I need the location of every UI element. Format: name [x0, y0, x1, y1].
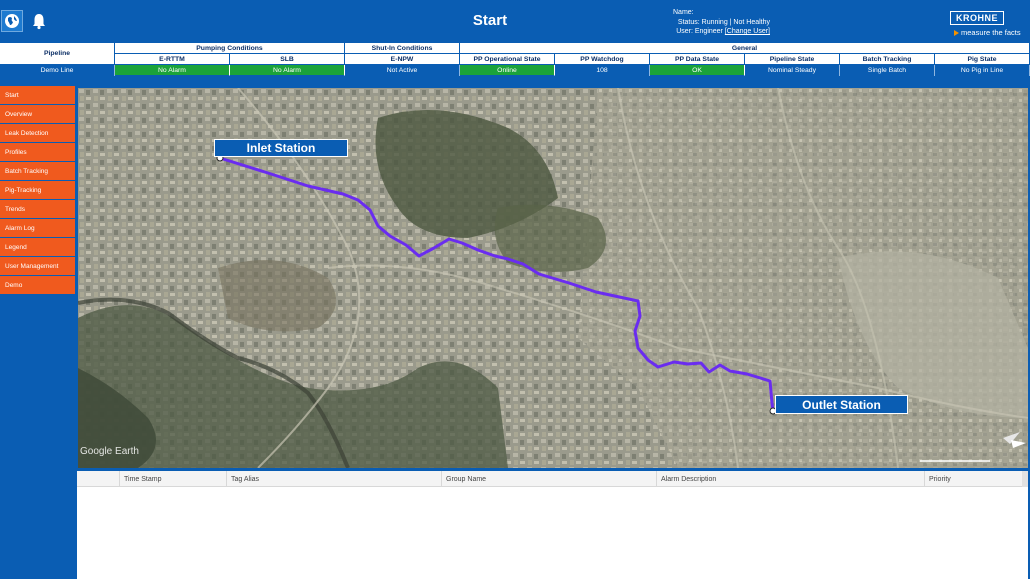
- nav-alarm-log[interactable]: Alarm Log: [0, 219, 75, 237]
- group-general: General: [460, 43, 1030, 54]
- col-group-name[interactable]: Group Name: [441, 471, 656, 487]
- pipeline-value: Demo Line: [0, 65, 115, 76]
- value-pp-data-state: OK: [650, 65, 745, 76]
- globe-icon[interactable]: [1, 10, 23, 32]
- nav-demo[interactable]: Demo: [0, 276, 75, 294]
- col-pp-data-state: PP Data State: [650, 54, 745, 65]
- status-user: User: Engineer: [676, 28, 723, 35]
- col-pp-operational-state: PP Operational State: [460, 54, 555, 65]
- pipeline-route: [218, 156, 775, 413]
- col-tag-alias[interactable]: Tag Alias: [226, 471, 441, 487]
- nav-legend[interactable]: Legend: [0, 238, 75, 256]
- status-grid: Pipeline Pumping Conditions Shut-In Cond…: [0, 43, 1030, 76]
- status-panel: Name: Status: Running | Not Healthy User…: [640, 8, 770, 37]
- bell-icon[interactable]: [28, 10, 50, 32]
- page-title: Start: [472, 12, 508, 29]
- alarm-table: Time Stamp Tag Alias Group Name Alarm De…: [77, 471, 1028, 579]
- col-enpw: E-NPW: [345, 54, 460, 65]
- header-bar: Start Name: Status: Running | Not Health…: [0, 0, 1030, 43]
- value-pp-watchdog: 108: [555, 65, 650, 76]
- krohne-logo: KROHNE: [950, 11, 1004, 25]
- outlet-station-label: Outlet Station: [775, 395, 908, 414]
- status-name: Name:: [673, 9, 694, 16]
- satellite-map[interactable]: Inlet Station Outlet Station Google Eart…: [78, 88, 1028, 468]
- value-batch-tracking: Single Batch: [840, 65, 935, 76]
- tagline-text: measure the facts: [961, 28, 1021, 37]
- table-scrollbar[interactable]: [1022, 471, 1028, 487]
- value-pp-operational-state: Online: [460, 65, 555, 76]
- pipeline-header: Pipeline: [0, 43, 115, 65]
- col-priority[interactable]: Priority: [924, 471, 1022, 487]
- sidebar-nav: Start Overview Leak Detection Profiles B…: [0, 86, 75, 295]
- group-pumping: Pumping Conditions: [115, 43, 345, 54]
- alarm-table-header: Time Stamp Tag Alias Group Name Alarm De…: [77, 471, 1028, 487]
- group-shutin: Shut-In Conditions: [345, 43, 460, 54]
- status-user-line: User: Engineer [Change User]: [640, 27, 770, 37]
- col-ertm: E-RTTM: [115, 54, 230, 65]
- nav-batch-tracking[interactable]: Batch Tracking: [0, 162, 75, 180]
- inlet-station-label: Inlet Station: [214, 139, 348, 157]
- nav-overview[interactable]: Overview: [0, 105, 75, 123]
- nav-trends[interactable]: Trends: [0, 200, 75, 218]
- change-user-link[interactable]: [Change User]: [724, 28, 770, 35]
- value-enpw: Not Active: [345, 65, 460, 76]
- col-time-stamp[interactable]: Time Stamp: [119, 471, 226, 487]
- play-triangle-icon: [954, 30, 959, 37]
- value-pipeline-state: Nominal Steady: [745, 65, 840, 76]
- value-pig-state: No Pig in Line: [935, 65, 1030, 76]
- col-slb: SLB: [230, 54, 345, 65]
- google-earth-watermark: Google Earth: [80, 446, 139, 457]
- compass-icon[interactable]: [1003, 432, 1026, 448]
- col-pipeline-state: Pipeline State: [745, 54, 840, 65]
- status-state: Status: Running | Not Healthy: [677, 18, 770, 26]
- nav-profiles[interactable]: Profiles: [0, 143, 75, 161]
- nav-start[interactable]: Start: [0, 86, 75, 104]
- nav-leak-detection[interactable]: Leak Detection: [0, 124, 75, 142]
- value-ertm: No Alarm: [115, 65, 230, 76]
- nav-pig-tracking[interactable]: Pig-Tracking: [0, 181, 75, 199]
- value-slb: No Alarm: [230, 65, 345, 76]
- col-pp-watchdog: PP Watchdog: [555, 54, 650, 65]
- col-alarm-description[interactable]: Alarm Description: [656, 471, 924, 487]
- logo-tagline: measure the facts: [954, 28, 1021, 37]
- col-batch-tracking: Batch Tracking: [840, 54, 935, 65]
- nav-user-management[interactable]: User Management: [0, 257, 75, 275]
- col-pig-state: Pig State: [935, 54, 1030, 65]
- map-canvas: [78, 88, 1028, 468]
